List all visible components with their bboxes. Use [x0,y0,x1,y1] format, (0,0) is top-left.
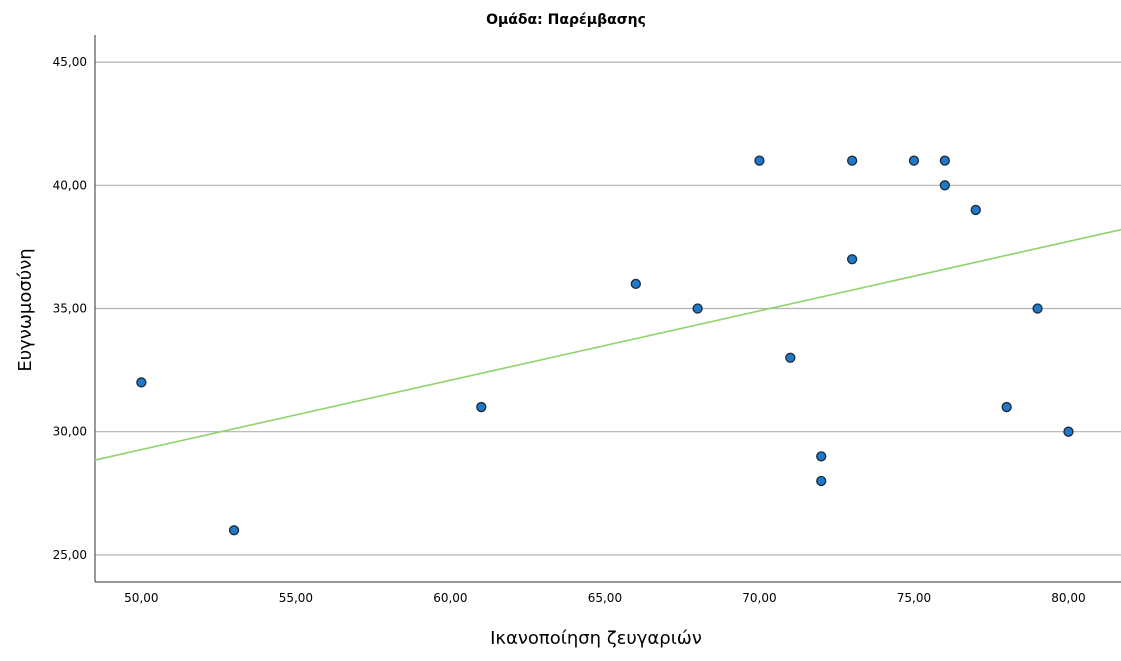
data-point [785,352,796,363]
data-point [1032,303,1043,314]
data-point [816,451,827,462]
data-point [970,204,981,216]
y-tick-label: 45,00 [53,55,87,69]
x-tick-label: 75,00 [897,591,931,605]
tick-labels: 25,00 30,00 35,00 40,00 45,00 50,00 55,00 60,00… [53,55,1086,605]
y-tick-label: 35,00 [53,302,87,316]
data-point [692,303,703,314]
data-point [939,180,950,191]
y-tick-label: 40,00 [53,178,87,192]
data-points [136,155,1074,536]
data-point [846,254,858,265]
fit-line [94,228,1121,461]
data-point [939,155,950,166]
x-axis-title: Ικανοποίηση ζευγαριών [490,628,702,649]
x-tick-label: 50,00 [124,591,158,605]
data-point [1063,426,1074,437]
data-point [228,525,240,536]
data-point [754,155,765,166]
x-tick-label: 60,00 [433,591,467,605]
x-tick-label: 65,00 [588,591,622,605]
chart-title: Ομάδα: Παρέμβασης [486,12,646,28]
y-tick-label: 25,00 [53,548,87,562]
axes [94,35,1121,583]
y-tick-label: 30,00 [53,425,87,439]
x-tick-label: 55,00 [279,591,313,605]
gridlines [95,61,1121,556]
data-point [136,377,147,388]
data-point [846,155,858,166]
data-point [908,155,920,166]
y-axis-title: Ευγνωμοσύνη [15,248,36,371]
x-tick-label: 80,00 [1051,591,1085,605]
data-point [1001,401,1012,413]
x-tick-label: 70,00 [742,591,776,605]
fit-line-layer [94,228,1121,461]
data-point [816,475,827,487]
data-point [630,278,641,290]
data-point [476,401,487,413]
